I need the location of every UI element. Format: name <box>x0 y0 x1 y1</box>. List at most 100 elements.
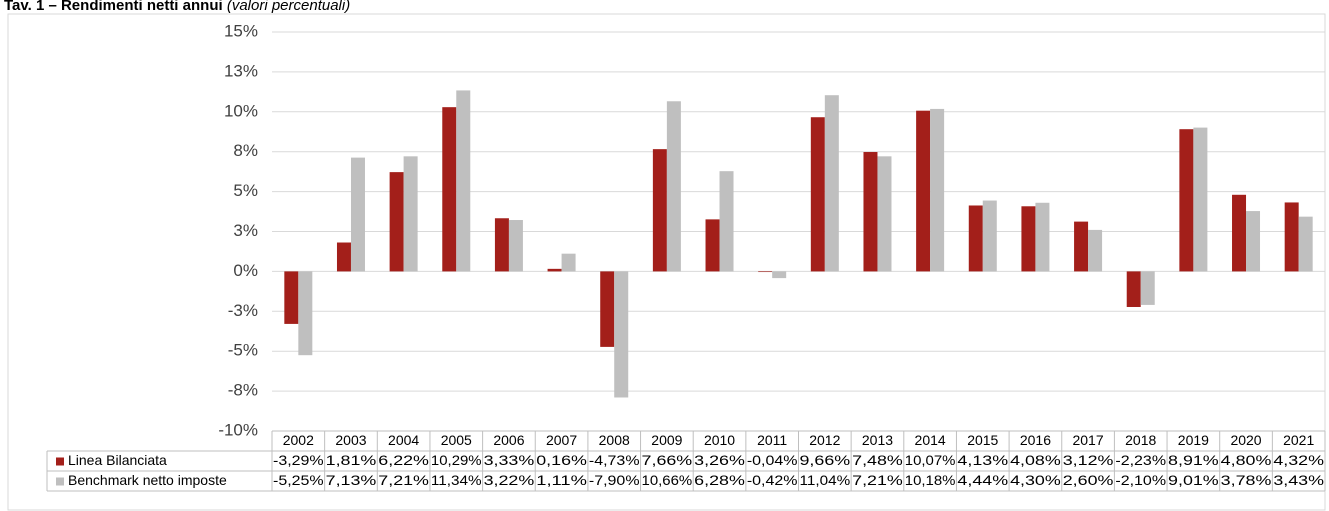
x-tick-label: 2020 <box>1230 432 1261 448</box>
bar <box>1298 216 1313 272</box>
bar <box>930 108 945 272</box>
bar <box>508 220 523 272</box>
table-value: 2,60% <box>1063 472 1114 488</box>
x-tick-label: 2003 <box>335 432 366 448</box>
bar <box>1179 129 1194 272</box>
y-tick-label: 3% <box>233 221 258 240</box>
bar <box>982 200 997 272</box>
bar <box>561 253 576 272</box>
table-value: 4,08% <box>1010 452 1061 468</box>
table-value: 9,01% <box>1168 472 1219 488</box>
bar <box>1074 221 1089 272</box>
bar <box>403 156 418 272</box>
x-tick-label: 2015 <box>967 432 998 448</box>
table-value: 7,13% <box>326 472 377 488</box>
table-value: -7,90% <box>589 472 640 488</box>
x-tick-label: 2006 <box>493 432 524 448</box>
x-tick-label: 2002 <box>283 432 314 448</box>
table-value: 7,21% <box>852 472 903 488</box>
bar <box>1140 271 1155 305</box>
chart-frame <box>7 13 1326 511</box>
x-tick-label: 2007 <box>546 432 577 448</box>
table-value: 7,21% <box>378 472 429 488</box>
table-value: 4,30% <box>1010 472 1061 488</box>
table-value: 4,80% <box>1221 452 1272 468</box>
table-value: 7,48% <box>852 452 903 468</box>
bar <box>494 218 509 272</box>
bar <box>336 242 351 272</box>
x-tick-label: 2017 <box>1072 432 1103 448</box>
bar <box>1035 202 1050 272</box>
bar <box>1232 194 1247 272</box>
table-value: 4,44% <box>957 472 1008 488</box>
y-tick-label: -10% <box>218 420 258 439</box>
bar <box>442 107 457 272</box>
table-value: 3,33% <box>484 452 535 468</box>
x-tick-label: 2019 <box>1178 432 1209 448</box>
bar <box>1284 202 1299 272</box>
table-value: 10,29% <box>431 452 482 468</box>
table-value: 9,66% <box>800 452 851 468</box>
bar <box>810 117 825 272</box>
y-tick-label: -5% <box>228 341 258 360</box>
bar <box>1246 211 1261 272</box>
y-tick-label: 13% <box>224 61 258 80</box>
bar <box>824 95 839 272</box>
x-tick-label: 2009 <box>651 432 682 448</box>
legend-marker <box>56 457 64 466</box>
bar <box>284 271 299 324</box>
table-value: 10,18% <box>905 472 956 488</box>
table-value: 11,34% <box>431 472 482 488</box>
table-value: 10,66% <box>642 472 693 488</box>
table-value: -2,23% <box>1115 452 1166 468</box>
table-value: -3,29% <box>273 452 324 468</box>
bar <box>456 90 471 272</box>
table-value: 3,12% <box>1063 452 1114 468</box>
y-tick-label: 0% <box>233 261 258 280</box>
legend-label: Benchmark netto imposte <box>68 472 227 488</box>
y-tick-label: -8% <box>228 381 258 400</box>
y-tick-label: 8% <box>233 141 258 160</box>
bar <box>968 205 983 272</box>
table-value: 1,11% <box>536 472 587 488</box>
bar <box>614 271 629 398</box>
bar <box>772 271 787 279</box>
y-tick-label: 10% <box>224 101 258 120</box>
bar <box>1193 127 1208 272</box>
table-value: 3,78% <box>1221 472 1272 488</box>
x-tick-label: 2008 <box>599 432 630 448</box>
table-value: 8,91% <box>1168 452 1219 468</box>
bar <box>547 268 562 272</box>
x-tick-label: 2004 <box>388 432 419 448</box>
legend-marker <box>56 477 64 486</box>
x-tick-label: 2013 <box>862 432 893 448</box>
chart-title: Tav. 1 – Rendimenti netti annui <box>4 0 223 14</box>
table-value: -4,73% <box>589 452 640 468</box>
bar <box>298 271 313 356</box>
chart-subtitle: (valori percentuali) <box>227 0 350 14</box>
table-value: 0,16% <box>536 452 587 468</box>
x-tick-label: 2016 <box>1020 432 1051 448</box>
x-tick-label: 2010 <box>704 432 735 448</box>
bar <box>350 157 365 272</box>
bar <box>1021 206 1036 272</box>
bar <box>600 271 615 347</box>
table-value: -0,42% <box>747 472 798 488</box>
table-value: -5,25% <box>273 472 324 488</box>
bar <box>666 101 681 272</box>
table-value: 4,32% <box>1273 452 1324 468</box>
bar <box>916 110 931 272</box>
table-value: 3,22% <box>484 472 535 488</box>
table-value: 10,07% <box>905 452 956 468</box>
bar <box>652 149 667 272</box>
table-value: 1,81% <box>326 452 377 468</box>
table-value: -2,10% <box>1115 472 1166 488</box>
legend-label: Linea Bilanciata <box>68 452 167 468</box>
x-tick-label: 2005 <box>441 432 472 448</box>
table-value: 3,43% <box>1273 472 1324 488</box>
table-value: 4,13% <box>957 452 1008 468</box>
bar <box>719 171 734 272</box>
chart-title-line: Tav. 1 – Rendimenti netti annui (valori … <box>4 0 350 14</box>
table-value: 11,04% <box>800 472 851 488</box>
